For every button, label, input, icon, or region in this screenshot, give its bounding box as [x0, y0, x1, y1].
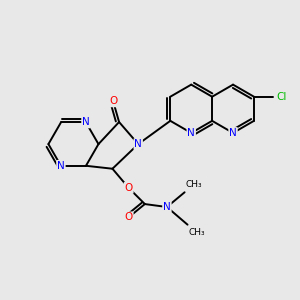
Text: CH₃: CH₃: [185, 180, 202, 189]
Text: Cl: Cl: [276, 92, 286, 102]
Text: O: O: [124, 183, 133, 193]
Text: N: N: [187, 128, 195, 138]
Text: N: N: [57, 161, 65, 171]
Text: O: O: [109, 96, 117, 106]
Text: N: N: [82, 117, 90, 128]
Text: N: N: [163, 202, 171, 212]
Text: CH₃: CH₃: [188, 228, 205, 237]
Text: O: O: [124, 212, 133, 222]
Text: N: N: [134, 139, 142, 149]
Text: N: N: [229, 128, 237, 138]
